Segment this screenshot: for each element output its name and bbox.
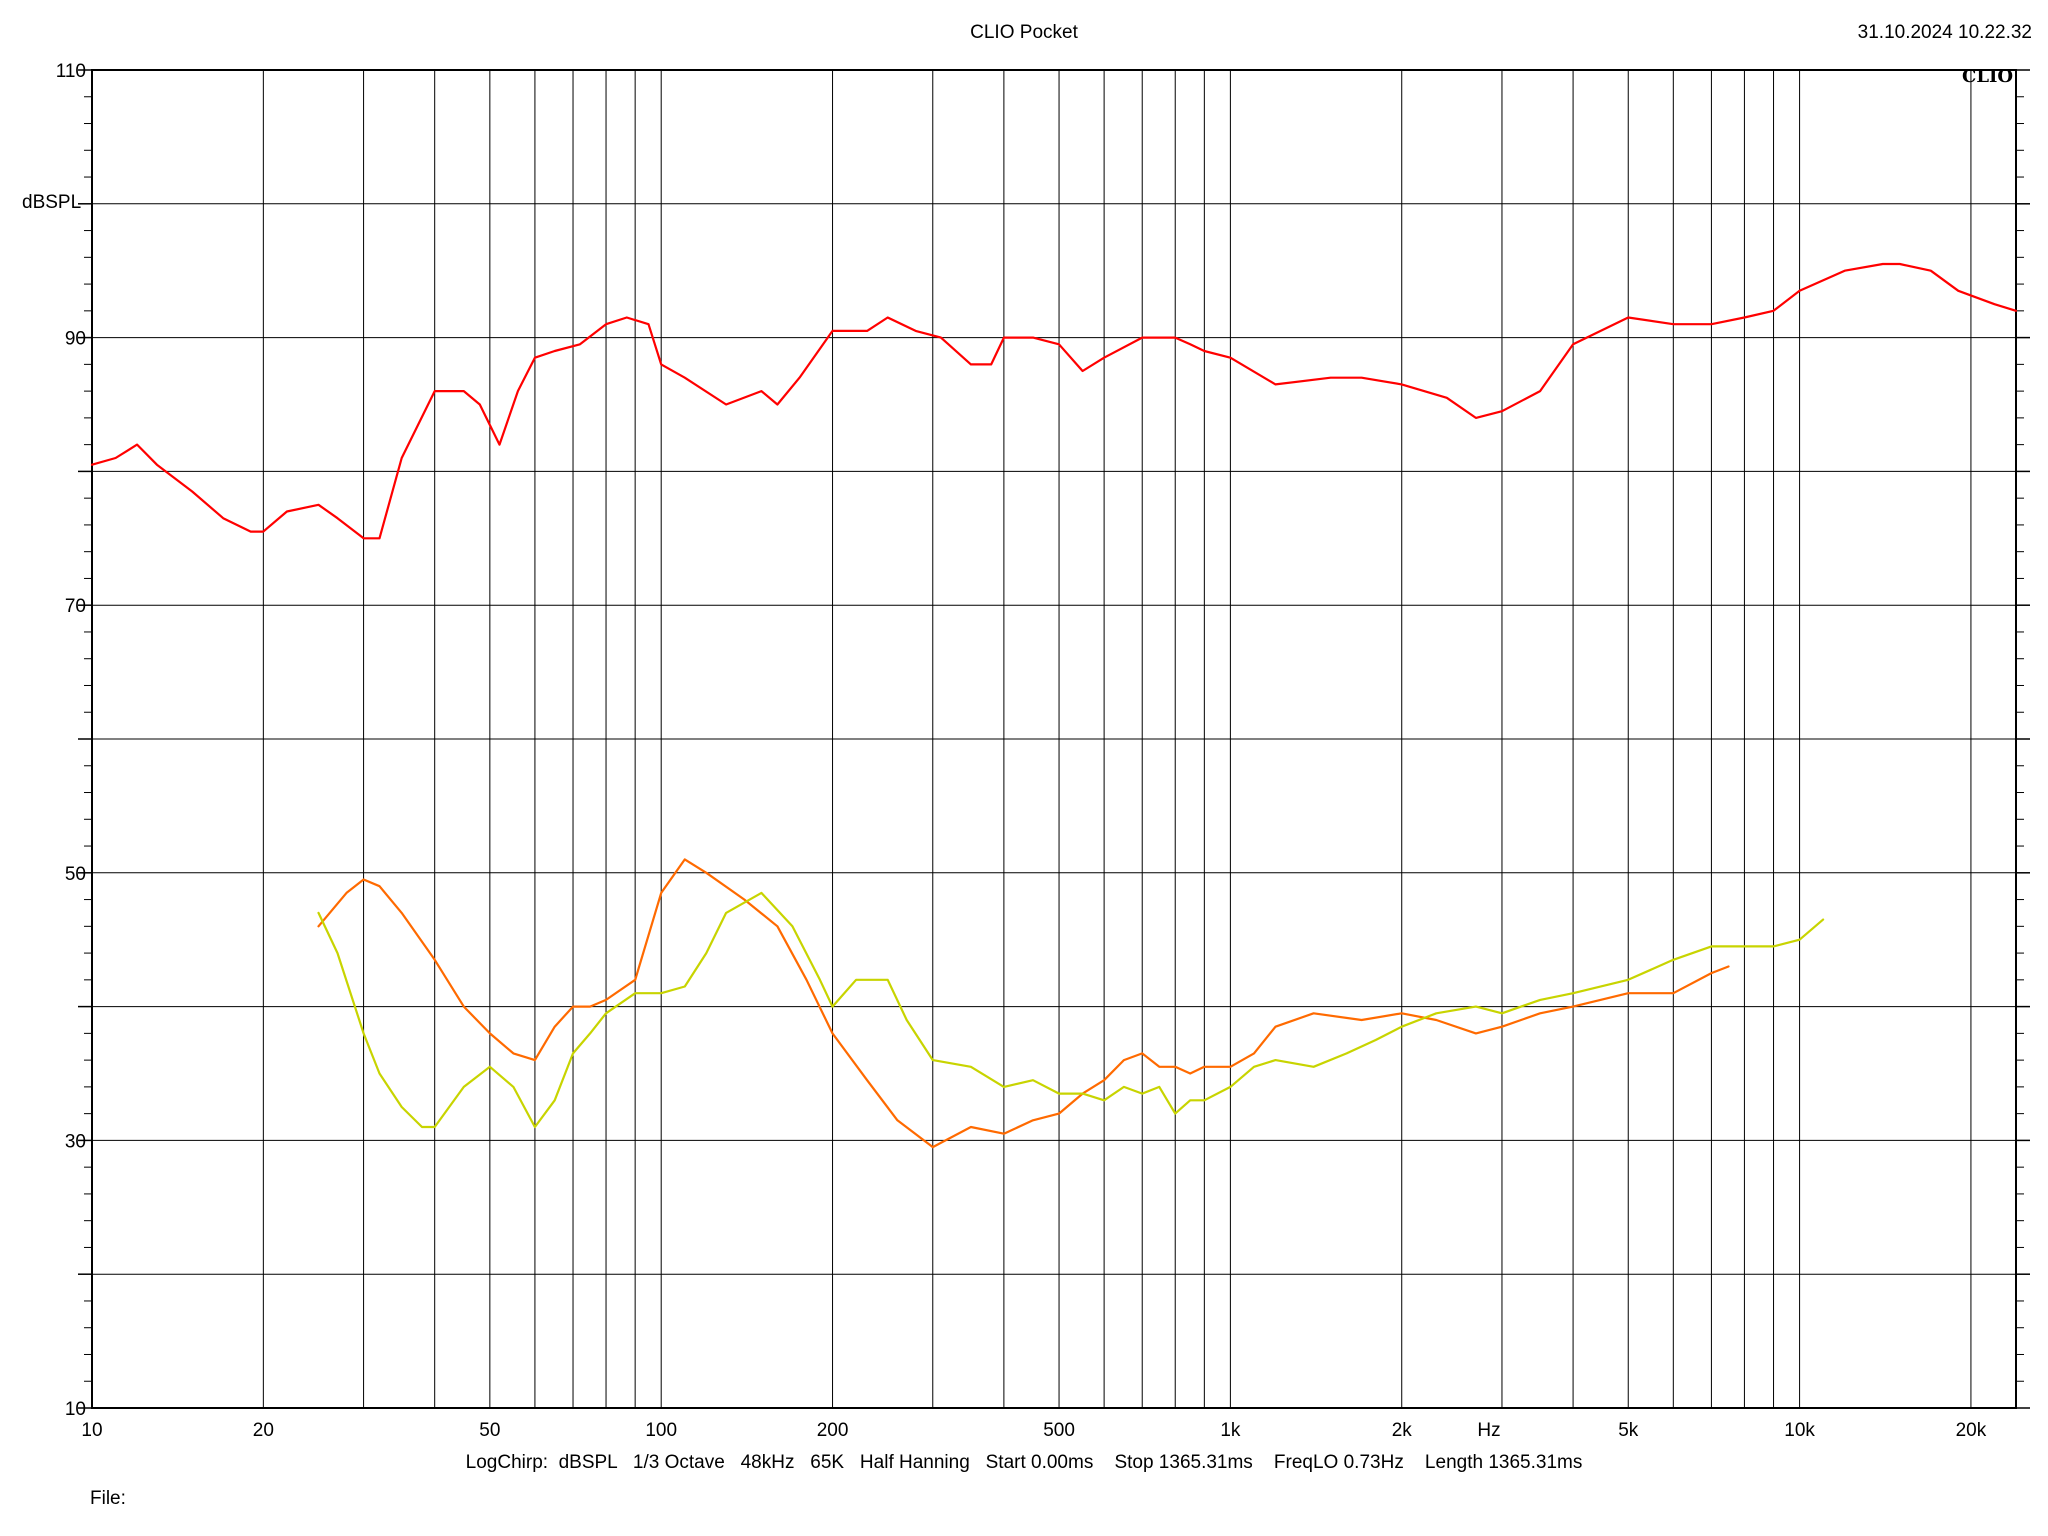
file-label: File: (90, 1488, 126, 1509)
y-axis-label: dBSPL (22, 192, 82, 213)
series-line-1 (90, 262, 2018, 540)
y-tick-label: 30 (65, 1131, 86, 1152)
grid-lines (92, 70, 2016, 1408)
clio-logo: CLIO (1962, 66, 2014, 87)
y-tick-label: 110 (56, 61, 86, 82)
y-tick-label: 70 (65, 596, 86, 617)
x-tick-label: 100 (645, 1420, 677, 1441)
x-tick-label: 200 (817, 1420, 849, 1441)
tick-marks (78, 69, 2030, 1409)
x-tick-label: 50 (479, 1420, 500, 1441)
series-group (90, 262, 2018, 1149)
plot-frame (91, 69, 2017, 1409)
y-tick-label: 10 (65, 1399, 86, 1420)
chart-title: CLIO Pocket (970, 22, 1078, 43)
series-line-3 (317, 891, 1825, 1129)
x-tick-label: 10 (81, 1420, 102, 1441)
x-tick-label: 2k (1392, 1420, 1413, 1441)
timestamp: 31.10.2024 10.22.32 (1857, 22, 2032, 43)
x-tick-label: 10k (1784, 1420, 1815, 1441)
x-tick-label: 5k (1618, 1420, 1639, 1441)
x-tick-label: 20k (1956, 1420, 1987, 1441)
x-tick-label: 1k (1220, 1420, 1241, 1441)
x-tick-label: 20 (253, 1420, 274, 1441)
x-tick-label: 500 (1043, 1420, 1075, 1441)
measurement-info: LogChirp: dBSPL 1/3 Octave 48kHz 65K Hal… (465, 1452, 1583, 1473)
x-axis-label: Hz (1477, 1420, 1500, 1441)
series-line-2 (317, 858, 1730, 1149)
y-tick-label: 90 (65, 329, 86, 350)
y-tick-label: 50 (65, 864, 86, 885)
